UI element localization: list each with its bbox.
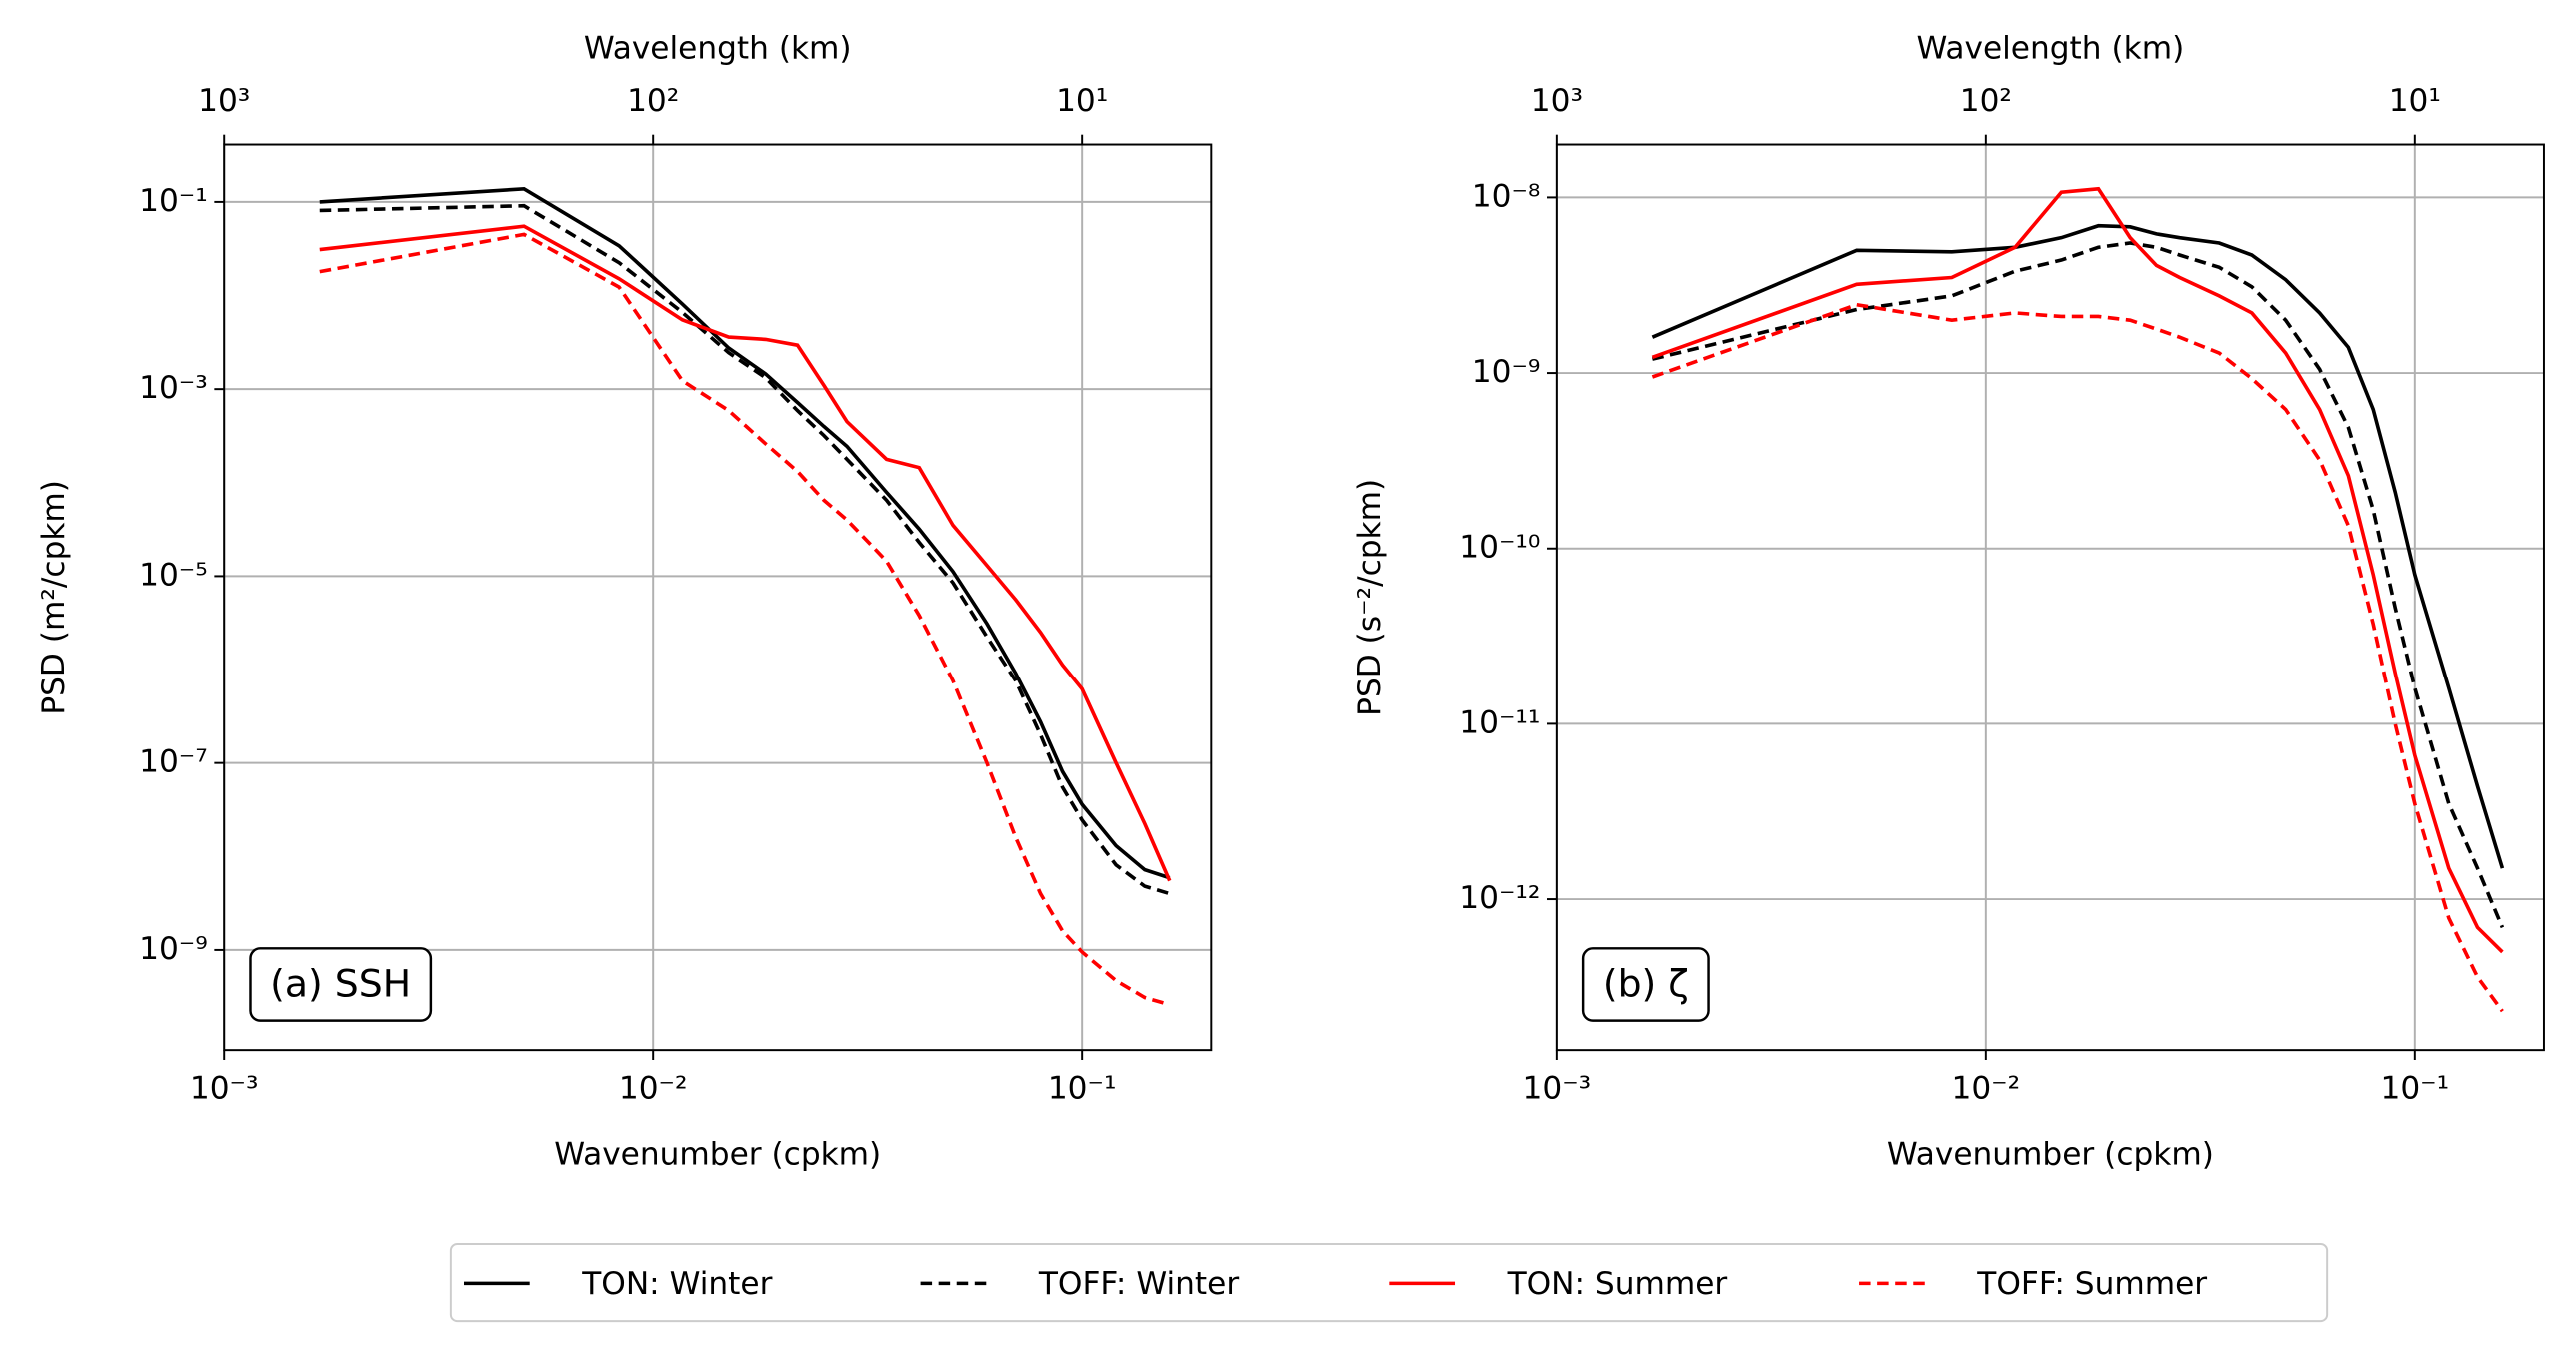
series-line	[319, 186, 1171, 880]
series-line	[1651, 302, 2504, 1013]
x-tick-label: 10⁻²	[619, 1071, 688, 1107]
legend-label: TON: Summer	[1507, 1266, 1728, 1302]
x2-tick-label: 10³	[1531, 83, 1583, 119]
y-tick-label: 10⁻¹²	[1459, 880, 1540, 916]
series-line	[1651, 186, 2504, 954]
y-tick-label: 10⁻⁸	[1472, 178, 1541, 214]
x2-axis-label: Wavelength (km)	[1917, 30, 2185, 66]
y-tick-label: 10⁻⁹	[139, 931, 208, 967]
y-tick-label: 10⁻⁹	[1472, 354, 1541, 390]
legend-label: TOFF: Winter	[1038, 1266, 1239, 1302]
x2-tick-label: 10¹	[2389, 83, 2441, 119]
annotation-box	[1581, 947, 1710, 1022]
x2-axis-label: Wavelength (km)	[584, 30, 852, 66]
legend-label: TOFF: Summer	[1976, 1266, 2207, 1302]
legend: TON: Winter TOFF: Winter TON: Summer TOFF: …	[449, 1242, 2329, 1323]
plot-frame	[1555, 143, 2545, 1052]
legend-label: TON: Winter	[581, 1266, 772, 1302]
series-line	[319, 232, 1171, 1007]
x-tick-label: 10⁻¹	[2380, 1071, 2449, 1107]
series-line	[1651, 223, 2505, 869]
x2-tick-label: 10²	[1960, 83, 2012, 119]
y-tick-label: 10⁻¹¹	[1459, 704, 1540, 740]
y-axis-label: PSD (s⁻²/cpkm)	[1352, 479, 1388, 716]
y-tick-label: 10⁻¹⁰	[1459, 530, 1540, 566]
x2-tick-label: 10²	[627, 83, 679, 119]
y-tick-label: 10⁻⁵	[139, 557, 208, 593]
series-line	[319, 224, 1172, 882]
y-tick-label: 10⁻³	[139, 370, 208, 406]
x-tick-label: 10⁻¹	[1048, 1071, 1117, 1107]
y-tick-label: 10⁻¹	[139, 183, 208, 219]
annotation-box	[249, 947, 433, 1022]
x-tick-label: 10⁻³	[190, 1071, 259, 1107]
series-line	[1651, 241, 2505, 929]
x-tick-label: 10⁻²	[1952, 1071, 2021, 1107]
annotation: (b) ζ	[1603, 962, 1689, 1006]
legend-box	[449, 1242, 2329, 1323]
x-axis-label: Wavenumber (cpkm)	[1887, 1136, 2214, 1172]
series-line	[319, 203, 1171, 896]
y-axis-label: PSD (m²/cpkm)	[36, 480, 72, 715]
plot-frame	[223, 143, 1213, 1052]
x-axis-label: Wavenumber (cpkm)	[554, 1136, 881, 1172]
x2-tick-label: 10³	[198, 83, 250, 119]
x-tick-label: 10⁻³	[1523, 1071, 1592, 1107]
x2-tick-label: 10¹	[1056, 83, 1108, 119]
y-tick-label: 10⁻⁷	[139, 744, 208, 780]
annotation: (a) SSH	[270, 962, 411, 1006]
